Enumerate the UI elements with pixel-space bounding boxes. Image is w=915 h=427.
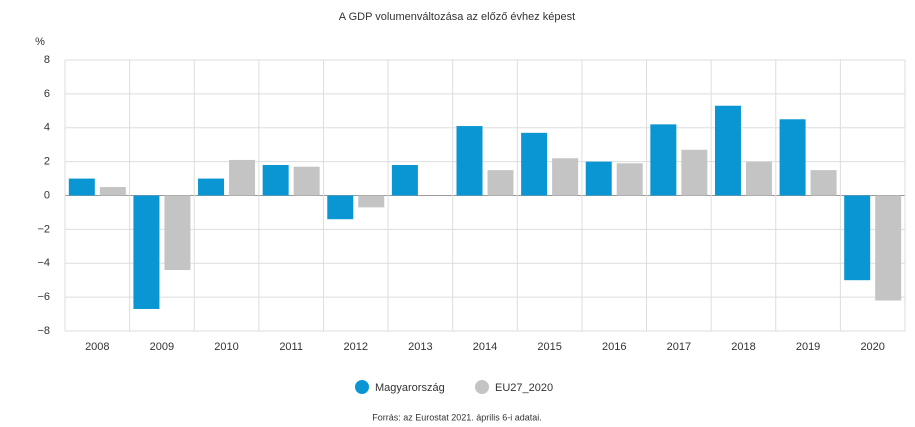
bar <box>99 187 126 196</box>
bar <box>487 170 514 196</box>
x-tick-label: 2018 <box>731 341 755 353</box>
y-tick-label: 2 <box>44 156 50 168</box>
y-tick-label: −8 <box>37 325 50 337</box>
bar <box>616 163 643 196</box>
bar <box>133 195 160 309</box>
bar <box>650 124 677 196</box>
bar <box>745 161 772 196</box>
bar <box>229 159 256 196</box>
bar <box>293 166 320 196</box>
y-axis-label: % <box>35 36 45 48</box>
x-tick-label: 2020 <box>860 341 884 353</box>
bar <box>844 195 871 281</box>
x-tick-label: 2012 <box>344 341 368 353</box>
legend-swatch <box>475 380 489 394</box>
x-tick-label: 2010 <box>214 341 238 353</box>
x-tick-label: 2013 <box>408 341 432 353</box>
bar <box>810 170 837 196</box>
bar <box>262 165 289 196</box>
bar <box>164 195 191 271</box>
bar <box>391 165 418 196</box>
x-tick-label: 2011 <box>279 341 303 353</box>
y-tick-label: 8 <box>44 54 50 66</box>
x-tick-label: 2008 <box>85 341 109 353</box>
y-tick-label: 4 <box>44 122 50 134</box>
y-tick-label: −6 <box>37 291 50 303</box>
x-tick-label: 2009 <box>150 341 174 353</box>
bar <box>552 158 579 196</box>
bar <box>714 105 741 196</box>
x-tick-label: 2014 <box>473 341 497 353</box>
legend-swatch <box>355 380 369 394</box>
x-tick-label: 2019 <box>796 341 820 353</box>
chart-title: A GDP volumenváltozása az előző évhez ké… <box>339 11 575 23</box>
bar <box>68 178 95 196</box>
bar <box>327 195 354 220</box>
x-tick-label: 2017 <box>667 341 691 353</box>
source-note: Forrás: az Eurostat 2021. április 6-i ad… <box>372 412 542 422</box>
x-tick-label: 2015 <box>537 341 561 353</box>
bar <box>779 119 806 196</box>
bar <box>521 132 548 196</box>
x-tick-label: 2016 <box>602 341 626 353</box>
bar <box>456 126 483 196</box>
bar <box>585 161 612 196</box>
bar <box>681 149 708 196</box>
legend-label: Magyarország <box>375 382 445 394</box>
bar <box>875 195 902 301</box>
legend-label: EU27_2020 <box>495 382 553 394</box>
bar <box>198 178 225 196</box>
bar <box>358 195 385 208</box>
y-tick-label: 0 <box>44 189 50 201</box>
y-tick-label: −4 <box>37 257 50 269</box>
y-tick-label: −2 <box>37 223 50 235</box>
y-tick-label: 6 <box>44 88 50 100</box>
